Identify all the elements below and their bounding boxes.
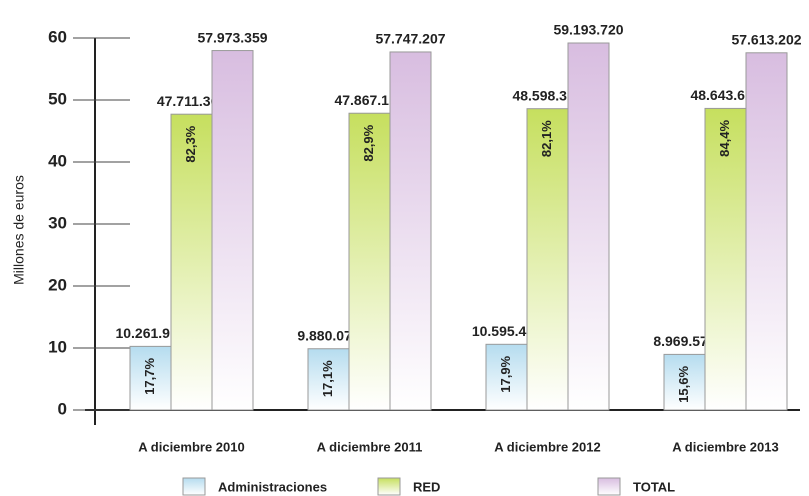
share-label: 84,4% xyxy=(717,120,732,157)
bar xyxy=(663,353,706,411)
bar xyxy=(526,108,569,411)
legend-label: TOTAL xyxy=(633,479,675,494)
y-tick-label: 50 xyxy=(48,89,67,108)
value-label: 9.880.078 xyxy=(297,327,359,343)
y-axis-label: Millones de euros xyxy=(11,175,27,285)
x-tick-label: A diciembre 2013 xyxy=(672,439,778,454)
x-tick-label: A diciembre 2012 xyxy=(494,439,600,454)
share-label: 17,9% xyxy=(498,355,513,392)
bar xyxy=(170,113,213,411)
bar xyxy=(745,52,788,411)
y-tick-label: 40 xyxy=(48,151,67,170)
y-tick-label: 0 xyxy=(58,399,67,418)
legend-swatch xyxy=(597,477,621,496)
legend-label: RED xyxy=(413,479,440,494)
share-label: 17,7% xyxy=(142,358,157,395)
value-label: 10.261.992 xyxy=(115,325,185,341)
share-label: 82,9% xyxy=(361,124,376,161)
y-tick-label: 30 xyxy=(48,213,67,232)
legend-label: Administraciones xyxy=(218,479,327,494)
x-tick-label: A diciembre 2011 xyxy=(317,439,423,454)
share-label: 82,1% xyxy=(539,120,554,157)
x-tick-label: A diciembre 2010 xyxy=(138,439,244,454)
legend-swatch xyxy=(182,477,206,496)
y-tick-label: 60 xyxy=(48,27,67,46)
share-label: 15,6% xyxy=(676,366,691,403)
y-tick-label: 10 xyxy=(48,337,67,356)
bar xyxy=(704,107,747,411)
bar xyxy=(389,51,432,411)
bar xyxy=(567,42,610,411)
y-tick-label: 20 xyxy=(48,275,67,294)
share-label: 17,1% xyxy=(320,360,335,397)
value-label: 10.595.411 xyxy=(472,323,542,339)
value-label: 48.643.625 xyxy=(690,87,760,103)
bar xyxy=(211,50,254,411)
value-label: 57.613.202 xyxy=(731,32,801,48)
value-label: 57.747.207 xyxy=(375,31,445,47)
share-label: 82,3% xyxy=(183,125,198,162)
value-label: 48.598.309 xyxy=(512,87,582,103)
value-label: 57.973.359 xyxy=(197,29,267,45)
value-label: 47.867.129 xyxy=(334,92,404,108)
value-label: 8.969.577 xyxy=(653,333,715,349)
legend-swatch xyxy=(377,477,401,496)
value-label: 59.193.720 xyxy=(553,22,623,38)
value-label: 47.711.367 xyxy=(157,93,227,109)
